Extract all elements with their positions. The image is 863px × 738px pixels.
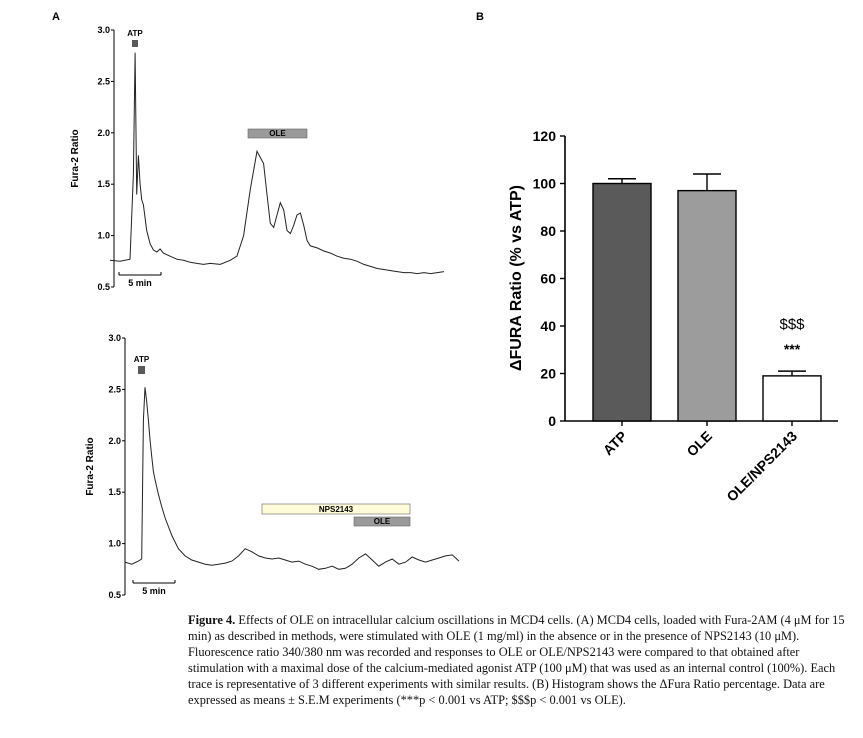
panel-label-b: B: [476, 11, 484, 23]
trace1-ole-label: OLE: [269, 129, 286, 138]
trace1-y-tick-label: 1.0: [97, 231, 110, 241]
trace1-y-axis-title: Fura-2 Ratio: [70, 129, 81, 187]
barchart-bar: [762, 375, 822, 422]
barchart-y-axis-title: ΔFURA Ratio (% vs ATP): [508, 185, 525, 371]
barchart-y-tick-label: 0: [548, 413, 556, 429]
trace2-y-axis-title: Fura-2 Ratio: [85, 437, 96, 495]
panel-label-a: A: [52, 11, 60, 23]
trace1-line: [109, 52, 445, 275]
caption-label: Figure 4.: [188, 613, 236, 627]
trace1-y-tick-label: 2.0: [97, 128, 110, 138]
trace1-y-tick-label: 3.0: [97, 25, 110, 35]
barchart-x-tick-label: OLE: [683, 428, 715, 460]
significance-stars: ***: [784, 341, 801, 357]
trace1-atp-marker: [132, 40, 138, 47]
significance-dollar: $$$: [779, 316, 805, 333]
figure-caption: Figure 4. Effects of OLE on intracellula…: [188, 612, 848, 708]
barchart-y-tick-label: 20: [540, 366, 556, 382]
barchart-x-tick-label: OLE/NPS2143: [723, 428, 800, 505]
barchart-bar: [677, 189, 737, 422]
trace1-ole-bar: [247, 128, 308, 139]
trace2-y-tick-label: 3.0: [108, 333, 121, 343]
barchart-y-tick-label: 60: [540, 271, 556, 287]
trace2-nps2143-bar: [261, 503, 411, 515]
trace2-y-tick-label: 1.0: [108, 539, 121, 549]
barchart-y-tick-label: 120: [533, 128, 557, 144]
barchart-y-tick-label: 100: [533, 176, 557, 192]
trace1-y-tick-label: 1.5: [97, 179, 110, 189]
trace2-line: [124, 387, 460, 570]
barchart-x-tick-label: ATP: [600, 428, 630, 458]
caption-text: Effects of OLE on intracellular calcium …: [188, 613, 845, 707]
trace2-y-tick-label: 0.5: [108, 590, 121, 600]
trace1-y-tick-label: 2.5: [97, 76, 110, 86]
barchart-y-tick-label: 80: [540, 223, 556, 239]
trace2-y-tick-label: 2.5: [108, 384, 121, 394]
trace2-ole-label: OLE: [374, 517, 391, 526]
trace2-atp-label: ATP: [134, 355, 150, 364]
barchart-y-tick-label: 40: [540, 318, 556, 334]
trace2-y-tick-label: 2.0: [108, 436, 121, 446]
trace2-ole-bar: [353, 516, 411, 527]
trace1-y-tick-label: 0.5: [97, 282, 110, 292]
trace1-atp-label: ATP: [127, 29, 143, 38]
barchart-bar: [592, 182, 652, 422]
trace2-y-tick-label: 1.5: [108, 487, 121, 497]
trace1-scale-bar-label: 5 min: [128, 278, 152, 288]
trace2-scale-bar-label: 5 min: [142, 586, 166, 596]
trace2-atp-marker: [138, 366, 145, 374]
trace2-nps2143-label: NPS2143: [319, 505, 354, 514]
